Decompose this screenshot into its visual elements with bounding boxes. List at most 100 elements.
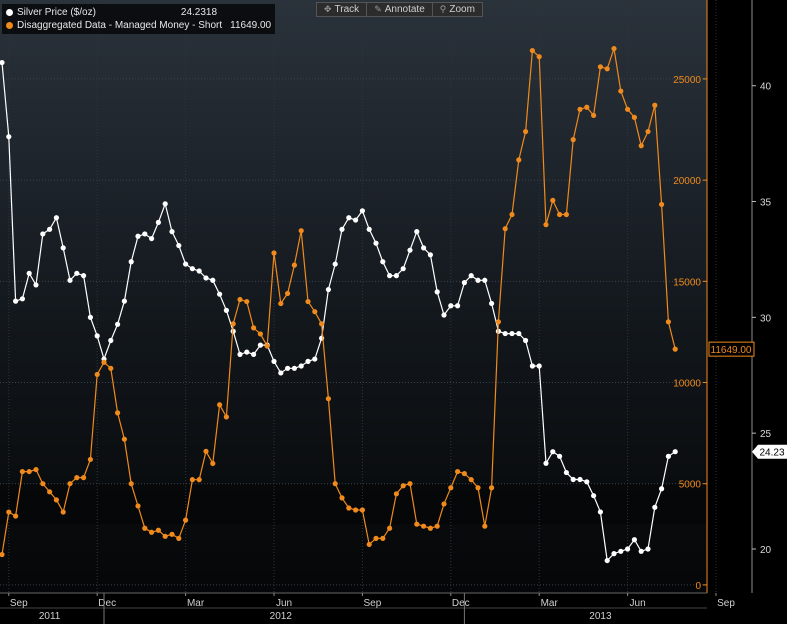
right-axis-tick-label: 20 <box>760 545 772 556</box>
managed-money-short-point <box>339 495 345 501</box>
managed-money-short-line <box>1 48 676 555</box>
managed-money-short-point <box>6 509 12 515</box>
silver-price-point <box>414 229 420 235</box>
managed-money-short-point <box>319 321 325 327</box>
x-axis-year-label: 2013 <box>589 611 612 622</box>
managed-money-short-point <box>74 475 80 481</box>
x-axis-month-label: Sep <box>10 598 28 609</box>
legend: Silver Price ($/oz) 24.2318 Disaggregate… <box>2 4 276 34</box>
managed-money-short-point <box>455 468 461 475</box>
x-axis-month-label: Dec <box>452 598 470 609</box>
silver-price-point <box>366 226 372 232</box>
silver-price-point <box>346 215 352 221</box>
silver-price-point <box>285 365 291 371</box>
managed-money-short-point <box>142 525 148 531</box>
silver-price-point <box>407 247 413 253</box>
silver-price-point <box>604 557 610 564</box>
managed-money-short-point <box>441 501 447 507</box>
silver-price-point <box>291 365 297 371</box>
silver-price-point <box>189 266 195 272</box>
crosshair-icon: ✥ <box>324 4 332 14</box>
silver-price-point <box>638 548 644 554</box>
legend-label-silver: Silver Price ($/oz) <box>17 7 96 18</box>
legend-label-managed-money-short: Disaggregated Data - Managed Money - Sho… <box>17 20 223 31</box>
silver-price-point <box>128 259 134 265</box>
managed-money-short-point <box>271 250 277 256</box>
magnifier-icon: ⚲ <box>439 4 447 14</box>
silver-price-point <box>312 356 318 362</box>
track-button[interactable]: ✥ Track <box>317 3 368 16</box>
legend-value-silver: 24.2318 <box>180 7 218 18</box>
managed-money-short-point <box>421 523 427 529</box>
managed-money-short-point <box>115 410 121 416</box>
managed-money-short-point <box>26 468 32 475</box>
x-axis-year-label: 2011 <box>39 611 61 622</box>
silver-price-point <box>142 231 148 237</box>
managed-money-short-point <box>529 47 536 54</box>
x-axis-month-label: Sep <box>717 598 735 609</box>
managed-money-short-point <box>325 396 331 402</box>
silver-price-point <box>475 277 481 283</box>
right-axis-tick-label: 25 <box>760 429 772 440</box>
silver-price-point <box>183 261 189 267</box>
last-value-tag-silver-text: 24.23 <box>759 448 784 459</box>
managed-money-short-point <box>387 525 393 531</box>
chart-toolbar: ✥ Track ✎ Annotate ⚲ Zoom <box>316 2 483 17</box>
silver-price-point <box>40 231 46 237</box>
managed-money-short-point <box>183 517 189 523</box>
silver-price-point <box>121 298 127 304</box>
silver-price-point <box>339 226 345 232</box>
left-axis-tick-label: 25000 <box>673 75 701 86</box>
annotate-button[interactable]: ✎ Annotate <box>367 3 433 16</box>
managed-money-short-point <box>502 226 508 232</box>
silver-price-point <box>611 551 617 557</box>
managed-money-short-point <box>393 491 399 497</box>
managed-money-short-point <box>414 521 420 527</box>
managed-money-short-point <box>278 300 284 307</box>
silver-price-point <box>468 273 474 279</box>
silver-price-point <box>33 282 39 288</box>
silver-price-point <box>536 363 542 369</box>
legend-dot-managed-money-short <box>6 22 13 29</box>
managed-money-short-point <box>13 513 19 519</box>
silver-price-point <box>665 453 672 459</box>
managed-money-short-point <box>468 477 474 483</box>
legend-dot-silver <box>6 9 13 16</box>
silver-price-point <box>387 273 393 279</box>
silver-price-point <box>482 277 488 283</box>
managed-money-short-point <box>536 54 542 60</box>
managed-money-short-point <box>570 137 576 143</box>
silver-price-point <box>645 546 651 552</box>
silver-price-point <box>135 233 141 239</box>
managed-money-short-point <box>230 321 236 327</box>
managed-money-short-point <box>87 456 93 463</box>
left-axis-tick-label: 10000 <box>673 379 701 390</box>
silver-price-point <box>237 351 243 358</box>
x-axis-month-label: Jun <box>276 598 292 609</box>
zoom-button[interactable]: ⚲ Zoom <box>433 3 482 16</box>
legend-item-managed-money-short: Disaggregated Data - Managed Money - Sho… <box>6 19 271 32</box>
managed-money-short-point <box>448 485 454 491</box>
silver-price-point <box>223 307 229 313</box>
silver-price-point <box>67 277 73 283</box>
managed-money-short-point <box>652 102 658 108</box>
managed-money-short-point <box>495 319 501 325</box>
silver-price-point <box>278 370 284 376</box>
left-axis-tick-label: 5000 <box>679 480 702 491</box>
silver-price-point <box>509 330 515 337</box>
silver-price-point <box>529 363 536 369</box>
managed-money-short-point <box>475 485 481 491</box>
managed-money-short-point <box>285 290 291 297</box>
silver-price-point <box>380 259 386 265</box>
managed-money-short-point <box>176 535 182 541</box>
silver-price-point <box>625 546 631 552</box>
silver-price-point <box>427 252 433 258</box>
managed-money-short-point <box>482 523 488 529</box>
managed-money-short-point <box>611 45 617 52</box>
legend-value-managed-money-short: 11649.00 <box>230 20 272 31</box>
silver-price-point <box>353 217 359 223</box>
silver-price-point <box>597 509 604 515</box>
silver-price-point <box>516 330 522 337</box>
